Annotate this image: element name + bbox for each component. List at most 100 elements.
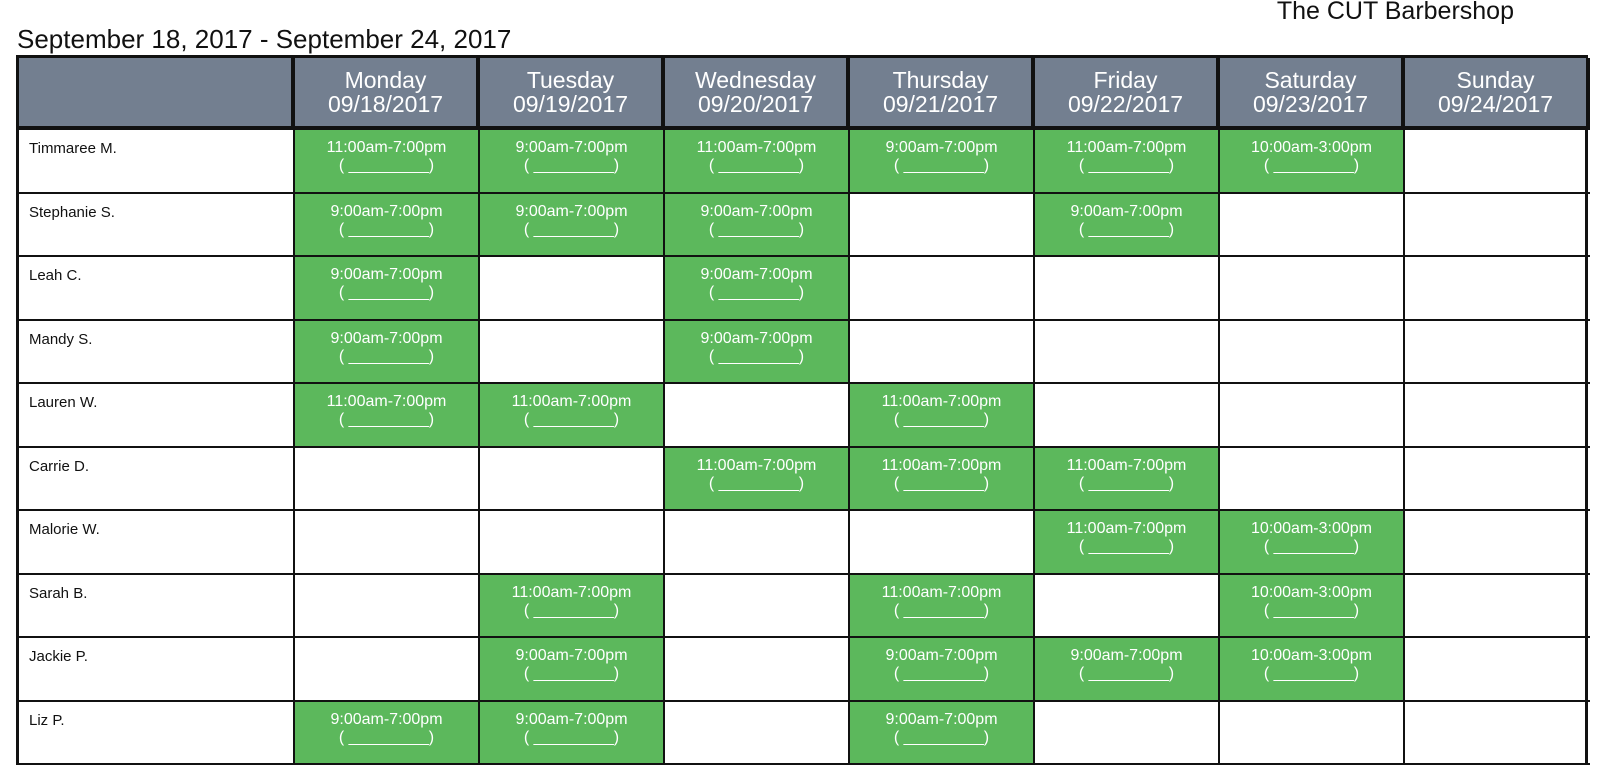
shift-cell[interactable]: 11:00am-7:00pm( _________) — [850, 384, 1035, 448]
empty-cell[interactable] — [1405, 130, 1590, 194]
shift-time: 10:00am-3:00pm — [1220, 584, 1403, 602]
empty-cell[interactable] — [850, 321, 1035, 385]
shift-cell[interactable]: 11:00am-7:00pm( _________) — [665, 130, 850, 194]
empty-cell[interactable] — [665, 638, 850, 702]
signoff-blank: ( _________) — [295, 157, 478, 175]
shift-cell[interactable]: 9:00am-7:00pm( _________) — [665, 321, 850, 385]
empty-cell[interactable] — [480, 321, 665, 385]
empty-cell[interactable] — [295, 638, 480, 702]
shift-cell[interactable]: 11:00am-7:00pm( _________) — [295, 130, 480, 194]
shift-time: 9:00am-7:00pm — [480, 647, 663, 665]
empty-cell[interactable] — [480, 511, 665, 575]
empty-cell[interactable] — [850, 257, 1035, 321]
shift-cell[interactable]: 11:00am-7:00pm( _________) — [1035, 130, 1220, 194]
day-date: 09/22/2017 — [1035, 92, 1216, 116]
shift-cell[interactable]: 9:00am-7:00pm( _________) — [295, 702, 480, 765]
shift-cell[interactable]: 9:00am-7:00pm( _________) — [850, 702, 1035, 765]
signoff-blank: ( _________) — [850, 157, 1033, 175]
empty-cell[interactable] — [1405, 511, 1590, 575]
shift-cell[interactable]: 11:00am-7:00pm( _________) — [665, 448, 850, 512]
empty-cell[interactable] — [480, 448, 665, 512]
empty-cell[interactable] — [1405, 638, 1590, 702]
shift-cell[interactable]: 9:00am-7:00pm( _________) — [295, 257, 480, 321]
empty-cell[interactable] — [665, 575, 850, 639]
empty-cell[interactable] — [1405, 384, 1590, 448]
empty-cell[interactable] — [1405, 702, 1590, 765]
signoff-blank: ( _________) — [1220, 602, 1403, 620]
empty-cell[interactable] — [665, 511, 850, 575]
empty-cell[interactable] — [1035, 321, 1220, 385]
shift-time: 11:00am-7:00pm — [480, 584, 663, 602]
signoff-blank: ( _________) — [295, 284, 478, 302]
shift-cell[interactable]: 11:00am-7:00pm( _________) — [850, 575, 1035, 639]
shop-name: The CUT Barbershop — [1277, 0, 1514, 26]
day-name: Sunday — [1405, 68, 1586, 92]
empty-cell[interactable] — [1220, 257, 1405, 321]
shift-cell[interactable]: 11:00am-7:00pm( _________) — [1035, 511, 1220, 575]
shift-time: 9:00am-7:00pm — [665, 266, 848, 284]
empty-cell[interactable] — [1220, 702, 1405, 765]
shift-cell[interactable]: 10:00am-3:00pm( _________) — [1220, 130, 1405, 194]
shift-cell[interactable]: 9:00am-7:00pm( _________) — [480, 702, 665, 765]
shift-cell[interactable]: 9:00am-7:00pm( _________) — [665, 194, 850, 258]
shift-cell[interactable]: 9:00am-7:00pm( _________) — [480, 130, 665, 194]
shift-cell[interactable]: 9:00am-7:00pm( _________) — [295, 321, 480, 385]
signoff-blank: ( _________) — [480, 602, 663, 620]
empty-cell[interactable] — [850, 194, 1035, 258]
shift-cell[interactable]: 11:00am-7:00pm( _________) — [480, 575, 665, 639]
shift-cell[interactable]: 9:00am-7:00pm( _________) — [480, 638, 665, 702]
empty-cell[interactable] — [1405, 194, 1590, 258]
empty-cell[interactable] — [1035, 702, 1220, 765]
shift-cell[interactable]: 9:00am-7:00pm( _________) — [480, 194, 665, 258]
shift-time: 9:00am-7:00pm — [480, 711, 663, 729]
empty-cell[interactable] — [295, 511, 480, 575]
empty-cell[interactable] — [1405, 448, 1590, 512]
shift-time: 11:00am-7:00pm — [850, 584, 1033, 602]
signoff-blank: ( _________) — [850, 665, 1033, 683]
empty-cell[interactable] — [1220, 194, 1405, 258]
shift-cell[interactable]: 11:00am-7:00pm( _________) — [480, 384, 665, 448]
employee-name: Stephanie S. — [19, 194, 295, 258]
empty-cell[interactable] — [1405, 321, 1590, 385]
day-name: Monday — [295, 68, 476, 92]
empty-cell[interactable] — [1405, 257, 1590, 321]
empty-cell[interactable] — [1035, 384, 1220, 448]
shift-cell[interactable]: 9:00am-7:00pm( _________) — [1035, 638, 1220, 702]
header-corner — [19, 58, 295, 130]
empty-cell[interactable] — [1035, 257, 1220, 321]
empty-cell[interactable] — [480, 257, 665, 321]
shift-time: 11:00am-7:00pm — [295, 139, 478, 157]
empty-cell[interactable] — [1220, 384, 1405, 448]
shift-cell[interactable]: 11:00am-7:00pm( _________) — [295, 384, 480, 448]
shift-time: 10:00am-3:00pm — [1220, 139, 1403, 157]
shift-cell[interactable]: 10:00am-3:00pm( _________) — [1220, 511, 1405, 575]
shift-cell[interactable]: 9:00am-7:00pm( _________) — [295, 194, 480, 258]
empty-cell[interactable] — [1220, 321, 1405, 385]
shift-cell[interactable]: 11:00am-7:00pm( _________) — [850, 448, 1035, 512]
signoff-blank: ( _________) — [295, 221, 478, 239]
shift-time: 9:00am-7:00pm — [480, 203, 663, 221]
shift-cell[interactable]: 9:00am-7:00pm( _________) — [665, 257, 850, 321]
signoff-blank: ( _________) — [850, 602, 1033, 620]
shift-cell[interactable]: 11:00am-7:00pm( _________) — [1035, 448, 1220, 512]
empty-cell[interactable] — [295, 575, 480, 639]
empty-cell[interactable] — [1220, 448, 1405, 512]
shift-cell[interactable]: 9:00am-7:00pm( _________) — [1035, 194, 1220, 258]
shift-cell[interactable]: 9:00am-7:00pm( _________) — [850, 130, 1035, 194]
shift-time: 9:00am-7:00pm — [295, 266, 478, 284]
employee-name: Sarah B. — [19, 575, 295, 639]
shift-cell[interactable]: 10:00am-3:00pm( _________) — [1220, 575, 1405, 639]
shift-cell[interactable]: 10:00am-3:00pm( _________) — [1220, 638, 1405, 702]
employee-name: Timmaree M. — [19, 130, 295, 194]
empty-cell[interactable] — [1405, 575, 1590, 639]
shift-time: 9:00am-7:00pm — [295, 711, 478, 729]
shift-time: 9:00am-7:00pm — [665, 203, 848, 221]
empty-cell[interactable] — [295, 448, 480, 512]
shift-cell[interactable]: 9:00am-7:00pm( _________) — [850, 638, 1035, 702]
empty-cell[interactable] — [1035, 575, 1220, 639]
empty-cell[interactable] — [665, 702, 850, 765]
empty-cell[interactable] — [850, 511, 1035, 575]
empty-cell[interactable] — [665, 384, 850, 448]
